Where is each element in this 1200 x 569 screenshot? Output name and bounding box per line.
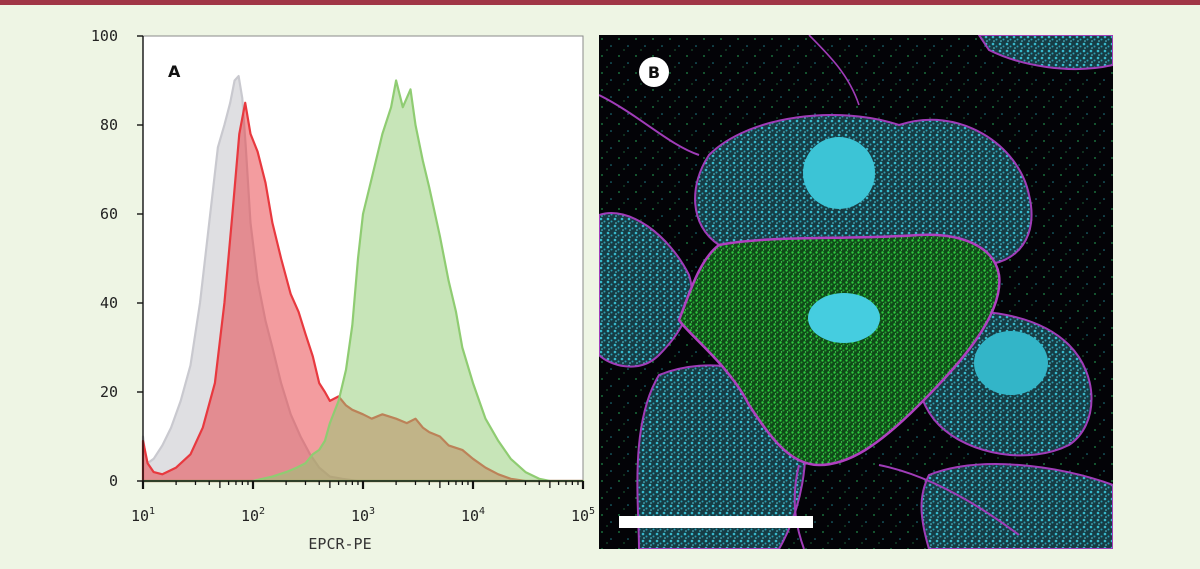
y-tick-label: 20 [100,383,118,401]
x-tick-label: 104 [461,506,485,525]
y-tick-label: 60 [100,205,118,223]
x-axis-label: EPCR-PE [308,535,371,553]
x-tick-label: 102 [241,506,265,525]
cell-top [977,35,1113,70]
y-tick-label: 40 [100,294,118,312]
scale-bar [619,516,813,528]
y-tick-label: 80 [100,116,118,134]
micrograph-panel: B [599,35,1113,549]
top-rule [0,0,1200,5]
x-tick-label: 101 [131,506,155,525]
transfected-cell-green [677,233,1001,467]
nucleus-upper [803,137,875,209]
nucleus-right [974,331,1048,395]
membrane-trace-1 [599,94,700,156]
panel-b-badge [639,57,669,87]
y-tick-labels: 0 20 40 60 80 100 [91,27,118,490]
axes-layer [137,35,585,489]
series-layer [141,75,585,483]
x-tick-labels: 101 102 103 104 105 [131,506,595,525]
x-tick-label: 103 [351,506,375,525]
y-tick-label: 0 [109,472,118,490]
nucleus-green-cell [808,293,880,343]
membrane-trace-3 [878,464,1020,536]
micrograph-image: B [599,35,1113,549]
membrane-trace-4 [808,35,860,106]
cell-lower-right [920,463,1113,549]
x-tick-label: 105 [571,506,595,525]
y-tick-label: 100 [91,27,118,45]
histogram-panel: 0 20 40 60 80 100 101 102 103 104 105 A EPCR-PE [0,0,600,565]
panel-label-a: A [168,62,181,81]
panel-label-b: B [648,63,660,82]
histogram-chart: 0 20 40 60 80 100 101 102 103 104 105 A EPCR-PE [91,27,595,553]
series-area-3 [141,79,585,483]
